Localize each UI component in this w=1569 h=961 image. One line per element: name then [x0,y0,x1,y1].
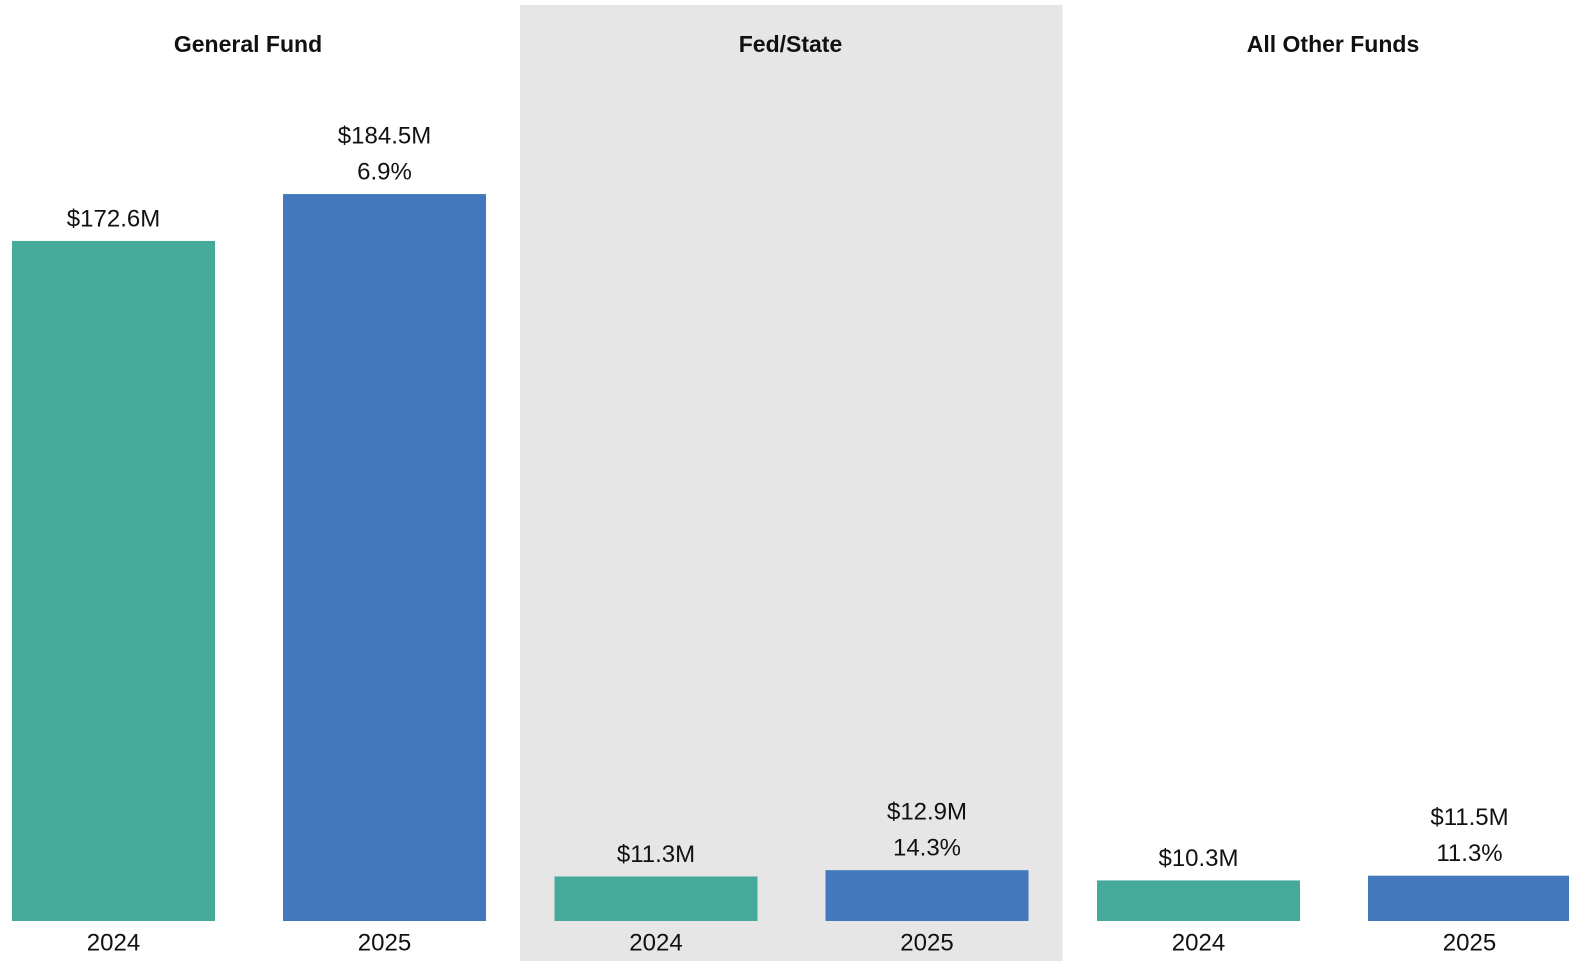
bar [825,870,1029,921]
panel-title: Fed/State [739,31,843,57]
x-tick-label: 2024 [87,929,140,956]
change-label: 6.9% [357,158,412,185]
x-tick-label: 2025 [1443,929,1496,956]
bar [554,876,758,921]
bar [283,194,486,921]
value-label: $12.9M [887,799,967,826]
x-tick-label: 2024 [1172,929,1225,956]
value-label: $11.5M [1430,804,1508,831]
panel-title: All Other Funds [1247,31,1420,57]
panel-background [520,5,1063,961]
x-tick-label: 2025 [900,929,953,956]
x-tick-label: 2024 [629,929,682,956]
bar [1368,875,1569,921]
x-tick-label: 2025 [358,929,411,956]
value-label: $184.5M [338,122,431,149]
bar [1097,880,1300,921]
value-label: $11.3M [617,841,695,868]
change-label: 11.3% [1436,840,1502,867]
value-label: $10.3M [1158,845,1238,872]
bar [12,240,215,921]
change-label: 14.3% [893,835,961,862]
value-label: $172.6M [67,205,160,232]
panel-title: General Fund [174,31,322,57]
